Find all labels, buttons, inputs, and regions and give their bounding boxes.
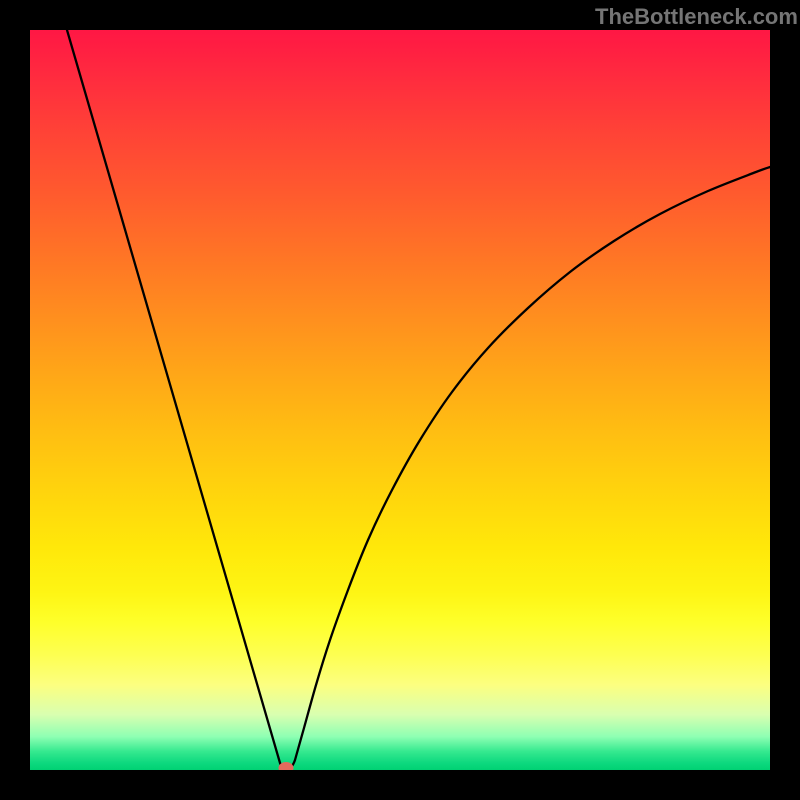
optimum-marker: [279, 763, 293, 771]
bottleneck-curve: [30, 30, 770, 770]
chart-plot-area: [30, 30, 770, 770]
watermark-text: TheBottleneck.com: [595, 4, 798, 30]
